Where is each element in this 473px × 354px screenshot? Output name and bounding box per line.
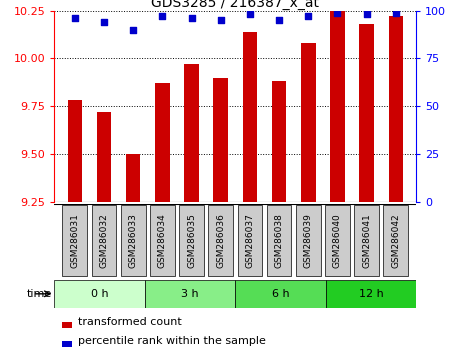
Text: GSM286032: GSM286032 xyxy=(99,213,108,268)
Title: GDS3285 / 216387_x_at: GDS3285 / 216387_x_at xyxy=(151,0,319,10)
Text: GSM286033: GSM286033 xyxy=(129,213,138,268)
Point xyxy=(275,17,283,23)
Point xyxy=(130,27,137,33)
Text: GSM286037: GSM286037 xyxy=(245,213,254,268)
Bar xyxy=(184,64,199,202)
Bar xyxy=(61,322,72,328)
Text: GSM286035: GSM286035 xyxy=(187,213,196,268)
FancyBboxPatch shape xyxy=(237,205,263,276)
Point xyxy=(305,13,312,19)
Bar xyxy=(155,83,170,202)
FancyBboxPatch shape xyxy=(92,205,116,276)
Text: GSM286040: GSM286040 xyxy=(333,213,342,268)
Text: GSM286034: GSM286034 xyxy=(158,213,167,268)
FancyBboxPatch shape xyxy=(54,280,145,308)
Point xyxy=(363,12,370,17)
Bar xyxy=(359,24,374,202)
Text: GSM286038: GSM286038 xyxy=(275,213,284,268)
Bar xyxy=(272,81,286,202)
FancyBboxPatch shape xyxy=(354,205,379,276)
Point xyxy=(392,10,400,15)
Text: GSM286042: GSM286042 xyxy=(391,213,400,268)
Bar xyxy=(330,11,345,202)
FancyBboxPatch shape xyxy=(62,205,87,276)
Bar xyxy=(68,101,82,202)
Point xyxy=(188,16,195,21)
Bar xyxy=(96,112,111,202)
Bar xyxy=(61,341,72,347)
Text: GSM286036: GSM286036 xyxy=(216,213,225,268)
Text: 0 h: 0 h xyxy=(91,289,108,299)
Point xyxy=(333,10,341,15)
FancyBboxPatch shape xyxy=(121,205,146,276)
FancyBboxPatch shape xyxy=(296,205,321,276)
FancyBboxPatch shape xyxy=(208,205,233,276)
FancyBboxPatch shape xyxy=(150,205,175,276)
FancyBboxPatch shape xyxy=(145,280,235,308)
Bar xyxy=(243,32,257,202)
Text: percentile rank within the sample: percentile rank within the sample xyxy=(78,336,266,346)
Point xyxy=(158,13,166,19)
FancyBboxPatch shape xyxy=(326,280,416,308)
Bar xyxy=(388,16,403,202)
Bar xyxy=(126,154,140,202)
Text: 12 h: 12 h xyxy=(359,289,384,299)
Bar xyxy=(301,43,315,202)
Text: GSM286039: GSM286039 xyxy=(304,213,313,268)
FancyBboxPatch shape xyxy=(325,205,350,276)
FancyBboxPatch shape xyxy=(179,205,204,276)
Text: time: time xyxy=(27,289,52,299)
Point xyxy=(100,19,108,25)
Point xyxy=(217,17,225,23)
Text: 3 h: 3 h xyxy=(181,289,199,299)
Text: 6 h: 6 h xyxy=(272,289,289,299)
Point xyxy=(246,12,254,17)
FancyBboxPatch shape xyxy=(267,205,291,276)
Text: GSM286041: GSM286041 xyxy=(362,213,371,268)
FancyBboxPatch shape xyxy=(384,205,408,276)
FancyBboxPatch shape xyxy=(235,280,326,308)
Bar xyxy=(213,78,228,202)
Point xyxy=(71,16,79,21)
Text: GSM286031: GSM286031 xyxy=(70,213,79,268)
Text: transformed count: transformed count xyxy=(78,318,182,327)
